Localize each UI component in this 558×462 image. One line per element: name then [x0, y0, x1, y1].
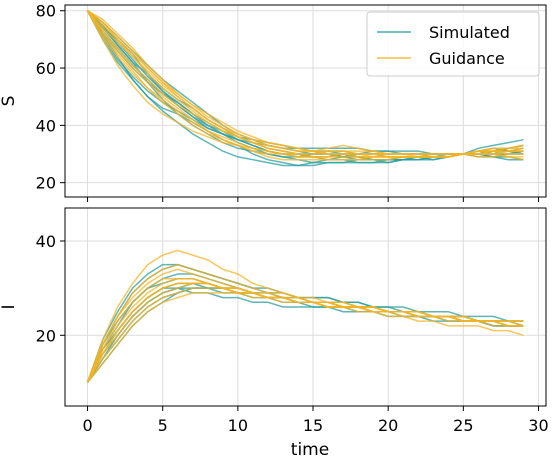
y-tick-label: 20	[36, 326, 56, 345]
simulated-series-line	[86, 263, 524, 383]
x-tick-label: 20	[378, 416, 398, 435]
x-tick-label: 25	[453, 416, 473, 435]
legend-label: Simulated	[429, 23, 510, 42]
y-tick-label: 20	[36, 174, 56, 193]
guidance-series-line	[86, 10, 524, 155]
y-tick-label: 40	[36, 116, 56, 135]
panel-s: 20 40 60 80 S	[0, 2, 547, 202]
y-tick-label: 40	[36, 232, 56, 251]
guidance-series-line	[87, 10, 524, 158]
guidance-series-line	[86, 263, 524, 383]
x-tick-label: 30	[528, 416, 548, 435]
legend-label: Guidance	[429, 49, 505, 68]
x-tick-label: 10	[228, 416, 248, 435]
simulated-series-line	[86, 263, 524, 383]
y-axis-label: I	[0, 304, 19, 309]
y-tick-label: 60	[36, 59, 56, 78]
y-tick-label: 80	[36, 2, 56, 21]
panel-i: 0 5 10 15 20 25 30 20 40 I	[0, 207, 549, 435]
plot-frame	[64, 207, 547, 407]
y-axis-label: S	[0, 96, 19, 107]
guidance-series-line	[86, 282, 524, 383]
legend: Simulated Guidance	[366, 11, 540, 77]
x-axis-label: time	[291, 440, 329, 460]
x-tick-label: 5	[158, 416, 168, 435]
x-tick-label: 0	[82, 416, 92, 435]
x-tick-label: 15	[303, 416, 323, 435]
plot-frame	[64, 4, 547, 198]
legend-box	[366, 11, 540, 77]
